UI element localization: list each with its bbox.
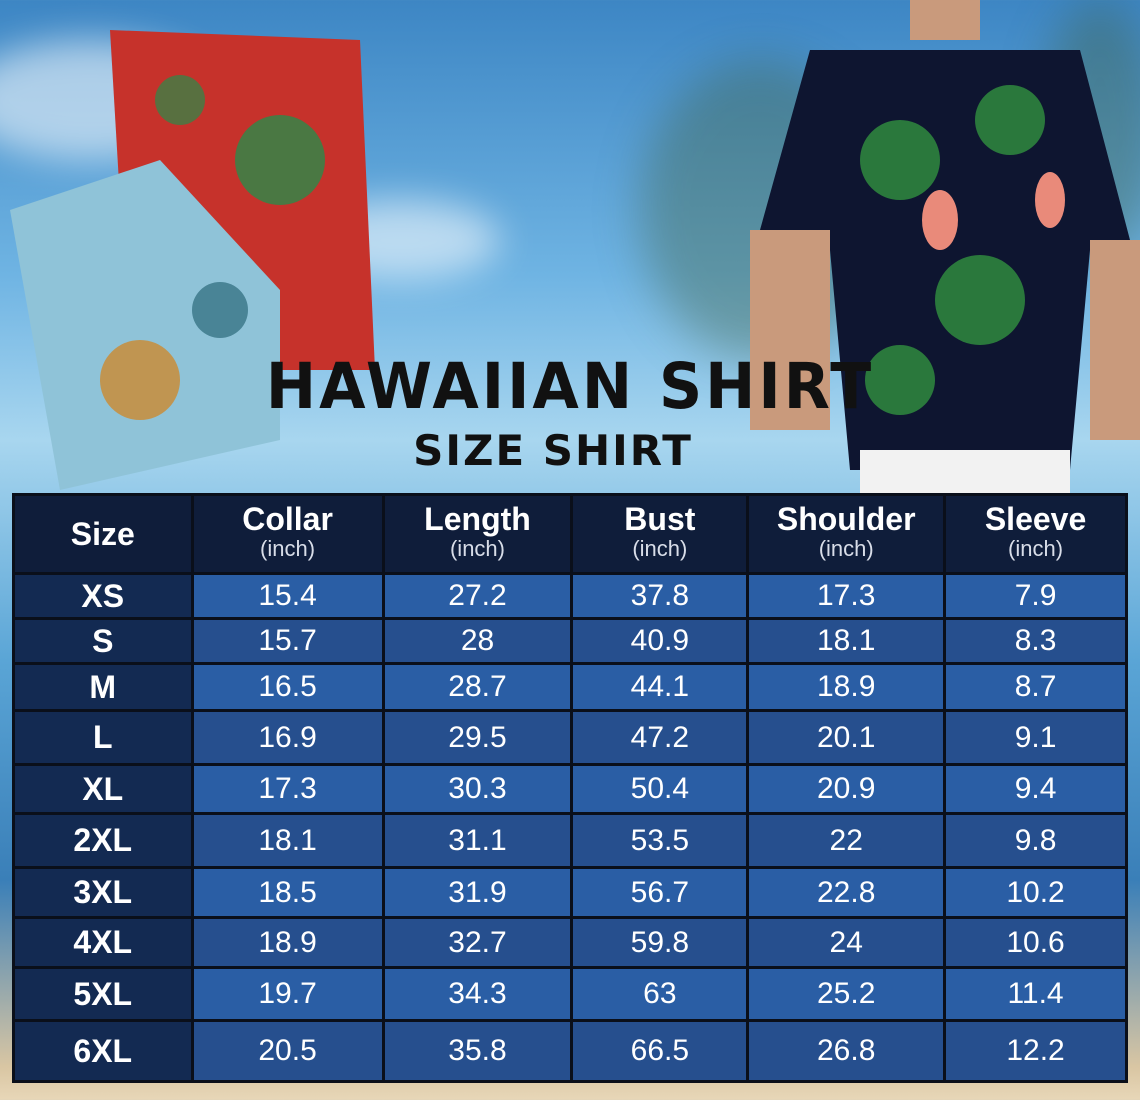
size-cell: 3XL	[12, 866, 194, 919]
measurement-cell: 66.5	[570, 1019, 750, 1083]
measurement-cell: 9.1	[943, 709, 1128, 766]
measurement-cell: 37.8	[570, 572, 750, 620]
measurement-cell: 32.7	[381, 916, 574, 969]
measurement-cell: 18.9	[746, 662, 947, 712]
column-header-collar: Collar (inch)	[190, 493, 385, 575]
measurement-cell: 16.5	[190, 662, 385, 712]
column-header-shoulder: Shoulder (inch)	[746, 493, 947, 575]
measurement-cell: 19.7	[190, 966, 385, 1022]
size-cell: 4XL	[12, 916, 194, 969]
measurement-cell: 18.1	[190, 812, 385, 869]
table-row: 3XL 18.5 31.9 56.7 22.8 10.2	[12, 866, 1128, 919]
measurement-cell: 50.4	[570, 763, 750, 815]
measurement-cell: 22	[746, 812, 947, 869]
measurement-cell: 15.7	[190, 617, 385, 665]
measurement-cell: 16.9	[190, 709, 385, 766]
column-label: Shoulder	[776, 501, 916, 537]
column-label: Sleeve	[984, 501, 1087, 537]
table-row: L 16.9 29.5 47.2 20.1 9.1	[12, 709, 1128, 766]
table-row: 5XL 19.7 34.3 63 25.2 11.4	[12, 966, 1128, 1022]
column-label: Length	[424, 501, 531, 537]
measurement-cell: 10.6	[943, 916, 1128, 969]
measurement-cell: 47.2	[570, 709, 750, 766]
measurement-cell: 10.2	[943, 866, 1128, 919]
measurement-cell: 17.3	[746, 572, 947, 620]
size-cell: 6XL	[12, 1019, 194, 1083]
measurement-cell: 31.1	[381, 812, 574, 869]
folded-shirts-image	[10, 30, 375, 490]
size-cell: S	[12, 617, 194, 665]
measurement-cell: 28.7	[381, 662, 574, 712]
measurement-cell: 26.8	[746, 1019, 947, 1083]
measurement-cell: 20.1	[746, 709, 947, 766]
measurement-cell: 30.3	[381, 763, 574, 815]
column-header-sleeve: Sleeve (inch)	[943, 493, 1128, 575]
measurement-cell: 11.4	[943, 966, 1128, 1022]
column-unit: (inch)	[818, 536, 874, 561]
measurement-cell: 20.5	[190, 1019, 385, 1083]
size-cell: M	[12, 662, 194, 712]
table-header-row: Size Collar (inch) Length (inch) Bust (inch) Sh…	[12, 493, 1128, 575]
measurement-cell: 56.7	[570, 866, 750, 919]
measurement-cell: 59.8	[570, 916, 750, 969]
measurement-cell: 31.9	[381, 866, 574, 919]
measurement-cell: 25.2	[746, 966, 947, 1022]
measurement-cell: 22.8	[746, 866, 947, 919]
measurement-cell: 9.4	[943, 763, 1128, 815]
size-cell: L	[12, 709, 194, 766]
table-row: 6XL 20.5 35.8 66.5 26.8 12.2	[12, 1019, 1128, 1083]
measurement-cell: 29.5	[381, 709, 574, 766]
measurement-cell: 9.8	[943, 812, 1128, 869]
table-row: XL 17.3 30.3 50.4 20.9 9.4	[12, 763, 1128, 815]
measurement-cell: 35.8	[381, 1019, 574, 1083]
table-row: XS 15.4 27.2 37.8 17.3 7.9	[12, 572, 1128, 620]
measurement-cell: 27.2	[381, 572, 574, 620]
size-cell: XS	[12, 572, 194, 620]
page-title: HAWAIIAN SHIRT	[265, 350, 875, 424]
measurement-cell: 7.9	[943, 572, 1128, 620]
measurement-cell: 40.9	[570, 617, 750, 665]
column-header-size: Size	[12, 493, 194, 575]
measurement-cell: 34.3	[381, 966, 574, 1022]
measurement-cell: 24	[746, 916, 947, 969]
table-row: 4XL 18.9 32.7 59.8 24 10.6	[12, 916, 1128, 969]
size-cell: 2XL	[12, 812, 194, 869]
column-unit: (inch)	[260, 536, 316, 561]
measurement-cell: 53.5	[570, 812, 750, 869]
measurement-cell: 18.9	[190, 916, 385, 969]
column-label: Collar	[242, 501, 333, 537]
page-subtitle: SIZE SHIRT	[413, 426, 693, 475]
size-cell: 5XL	[12, 966, 194, 1022]
column-unit: (inch)	[449, 536, 505, 561]
measurement-cell: 28	[381, 617, 574, 665]
column-unit: (inch)	[1008, 536, 1064, 561]
size-chart-table: Size Collar (inch) Length (inch) Bust (inch) Sh…	[12, 493, 1128, 1083]
table-row: S 15.7 28 40.9 18.1 8.3	[12, 617, 1128, 665]
measurement-cell: 18.5	[190, 866, 385, 919]
column-label: Bust	[624, 501, 696, 537]
column-unit: (inch)	[632, 536, 688, 561]
model-shirt-image	[750, 0, 1140, 495]
measurement-cell: 12.2	[943, 1019, 1128, 1083]
table-row: M 16.5 28.7 44.1 18.9 8.7	[12, 662, 1128, 712]
measurement-cell: 15.4	[190, 572, 385, 620]
column-label: Size	[70, 516, 135, 552]
measurement-cell: 18.1	[746, 617, 947, 665]
size-cell: XL	[12, 763, 194, 815]
measurement-cell: 8.7	[943, 662, 1128, 712]
measurement-cell: 8.3	[943, 617, 1128, 665]
measurement-cell: 44.1	[570, 662, 750, 712]
column-header-bust: Bust (inch)	[570, 493, 750, 575]
table-row: 2XL 18.1 31.1 53.5 22 9.8	[12, 812, 1128, 869]
column-header-length: Length (inch)	[381, 493, 574, 575]
measurement-cell: 17.3	[190, 763, 385, 815]
measurement-cell: 63	[570, 966, 750, 1022]
measurement-cell: 20.9	[746, 763, 947, 815]
